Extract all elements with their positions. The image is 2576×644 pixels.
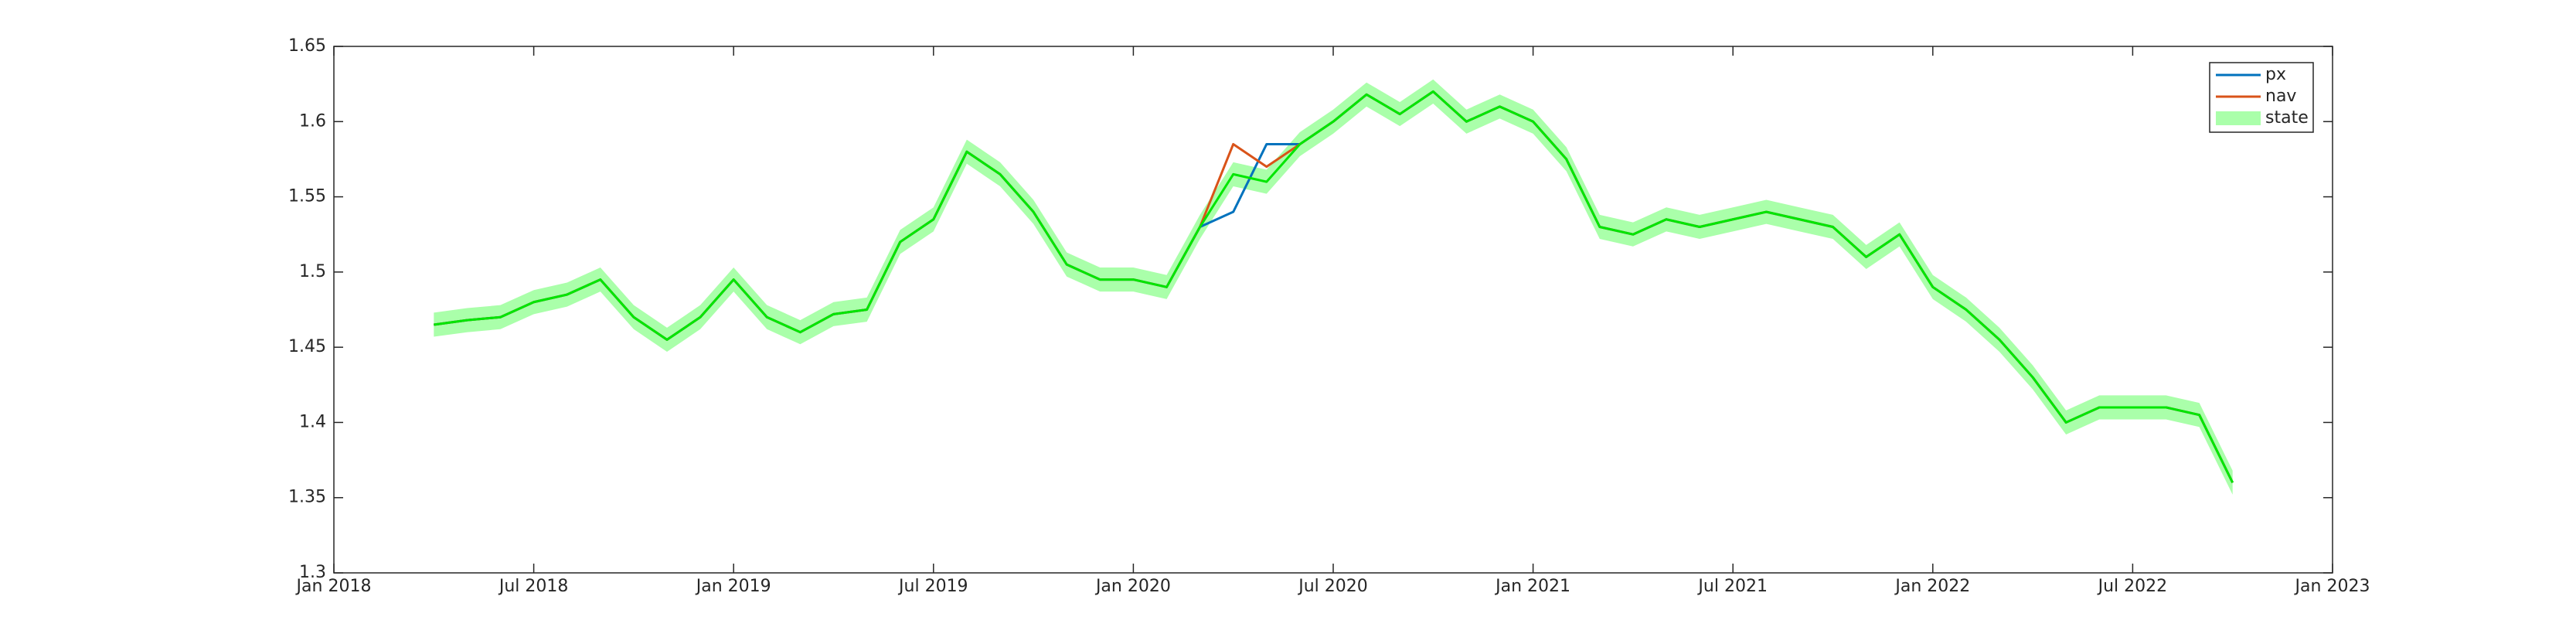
x-tick-label: Jan 2022 [1894,577,1970,596]
plot-area [334,46,2333,573]
x-tick-label: Jan 2023 [2294,577,2370,596]
x-tick-label: Jul 2021 [1696,577,1768,596]
legend: px nav state [2209,62,2314,133]
legend-label: nav [2265,87,2296,106]
y-tick-label: 1.65 [288,36,326,56]
x-tick-label: Jan 2021 [1494,577,1570,596]
legend-label: px [2265,65,2286,84]
x-tick-label: Jan 2019 [695,577,771,596]
x-tick-label: Jan 2018 [295,577,372,596]
x-tick-label: Jul 2018 [498,577,569,596]
x-tick-label: Jul 2019 [897,577,968,596]
x-tick-label: Jul 2020 [1297,577,1368,596]
y-tick-label: 1.3 [299,563,326,582]
y-tick-label: 1.5 [299,262,326,281]
legend-label: state [2265,108,2309,128]
y-tick-label: 1.55 [288,187,326,206]
x-tick-label: Jan 2020 [1094,577,1171,596]
y-tick-label: 1.45 [288,337,326,356]
legend-swatch [2216,111,2261,125]
y-tick-label: 1.4 [299,412,326,431]
x-tick-label: Jul 2022 [2097,577,2168,596]
y-tick-label: 1.6 [299,111,326,131]
series-line [434,90,2234,483]
axes-box [333,46,2333,574]
y-tick-label: 1.35 [288,488,326,507]
